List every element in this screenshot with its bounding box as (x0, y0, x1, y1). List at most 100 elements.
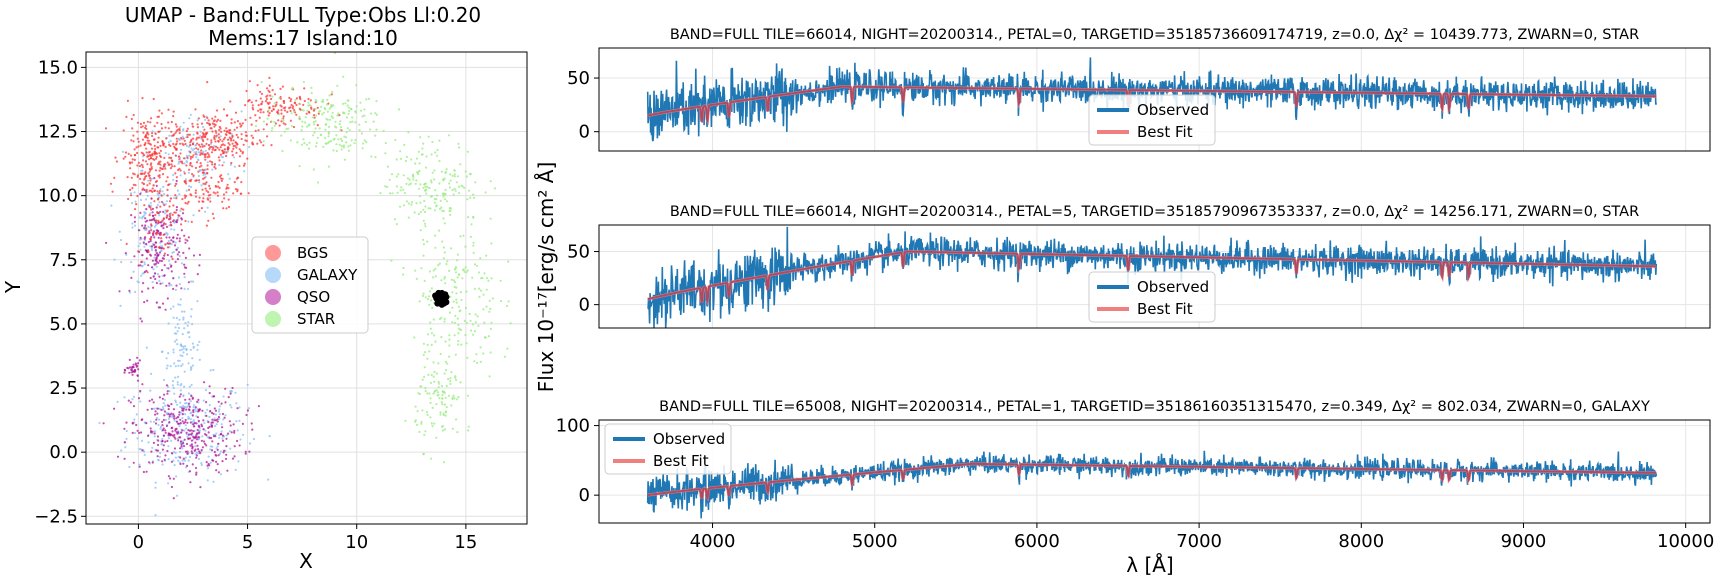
umap-point (209, 369, 212, 372)
umap-point (194, 191, 197, 195)
umap-point (446, 362, 449, 365)
umap-point (182, 462, 185, 465)
umap-point (460, 343, 463, 346)
umap-point (150, 197, 153, 200)
umap-point (457, 327, 460, 330)
umap-point (256, 84, 259, 87)
umap-point (430, 287, 433, 290)
umap-point (420, 385, 423, 388)
umap-point (160, 240, 163, 243)
umap-point (181, 135, 184, 138)
umap-point (438, 207, 442, 210)
umap-point (476, 361, 479, 365)
umap-point (487, 335, 490, 338)
umap-point (167, 183, 170, 187)
spectrum-xtick-label: 5000 (852, 531, 898, 552)
umap-point (225, 127, 228, 130)
umap-point (190, 220, 193, 223)
umap-point (140, 163, 143, 166)
umap-point (429, 207, 432, 210)
umap-point (445, 406, 448, 409)
umap-point (407, 131, 410, 134)
umap-point (175, 179, 178, 183)
umap-point (151, 130, 154, 133)
umap-point (413, 336, 416, 339)
umap-point (180, 137, 183, 140)
umap-point (170, 427, 173, 430)
umap-series-bgs (104, 76, 343, 274)
umap-xtick-label: 0 (133, 532, 144, 553)
umap-point (215, 120, 218, 123)
umap-point (127, 399, 130, 402)
umap-point (175, 284, 178, 287)
umap-point (201, 138, 204, 141)
umap-point (221, 460, 224, 463)
umap-ytick-label: 0.0 (49, 442, 78, 463)
umap-point (164, 167, 167, 170)
umap-point (488, 310, 491, 313)
spectrum-bestfit-overlap (647, 250, 1657, 305)
umap-point (217, 442, 220, 445)
umap-point (459, 328, 462, 331)
umap-point (181, 429, 184, 432)
umap-point (154, 221, 158, 224)
umap-point (196, 119, 199, 122)
umap-point (179, 344, 182, 347)
umap-point (232, 145, 235, 148)
umap-point (202, 177, 205, 180)
umap-point (282, 100, 285, 103)
umap-point (295, 103, 298, 107)
umap-point (231, 457, 235, 460)
umap-point (141, 260, 144, 263)
umap-point (207, 144, 210, 147)
umap-point (187, 145, 190, 148)
umap-point (199, 162, 202, 165)
umap-point (168, 284, 171, 287)
umap-point (197, 457, 201, 461)
umap-point (175, 338, 178, 341)
umap-point (200, 448, 203, 452)
umap-point (487, 279, 490, 282)
umap-point (246, 157, 249, 160)
umap-point (137, 145, 140, 148)
umap-point (166, 232, 169, 235)
umap-point (139, 211, 142, 214)
umap-point (120, 260, 123, 264)
umap-point (220, 423, 223, 426)
umap-point (153, 177, 156, 180)
umap-point (244, 118, 247, 121)
umap-point (194, 448, 197, 451)
umap-point (149, 427, 152, 430)
umap-point (164, 243, 167, 246)
umap-point (228, 177, 231, 180)
umap-point (147, 287, 150, 290)
umap-point (171, 213, 174, 216)
umap-point (429, 327, 432, 330)
umap-point (205, 224, 208, 227)
umap-point (450, 278, 453, 281)
umap-point (131, 421, 134, 424)
umap-point (140, 439, 144, 442)
umap-point (342, 75, 345, 78)
umap-point (347, 149, 350, 152)
umap-point (174, 194, 177, 197)
umap-point (208, 184, 211, 187)
umap-point (429, 179, 433, 182)
umap-point (180, 364, 183, 368)
umap-point (191, 445, 194, 448)
umap-point (175, 237, 179, 240)
umap-point (170, 159, 173, 162)
umap-point (154, 214, 157, 217)
umap-point (149, 389, 152, 392)
umap-point (190, 178, 193, 181)
umap-point (165, 137, 168, 140)
umap-point (442, 210, 445, 213)
umap-point (210, 176, 213, 179)
umap-point (472, 251, 475, 254)
umap-point (240, 124, 243, 127)
umap-point (230, 406, 233, 409)
umap-point (211, 168, 214, 171)
umap-point (457, 343, 460, 346)
umap-point (188, 117, 191, 120)
umap-point (424, 430, 427, 433)
